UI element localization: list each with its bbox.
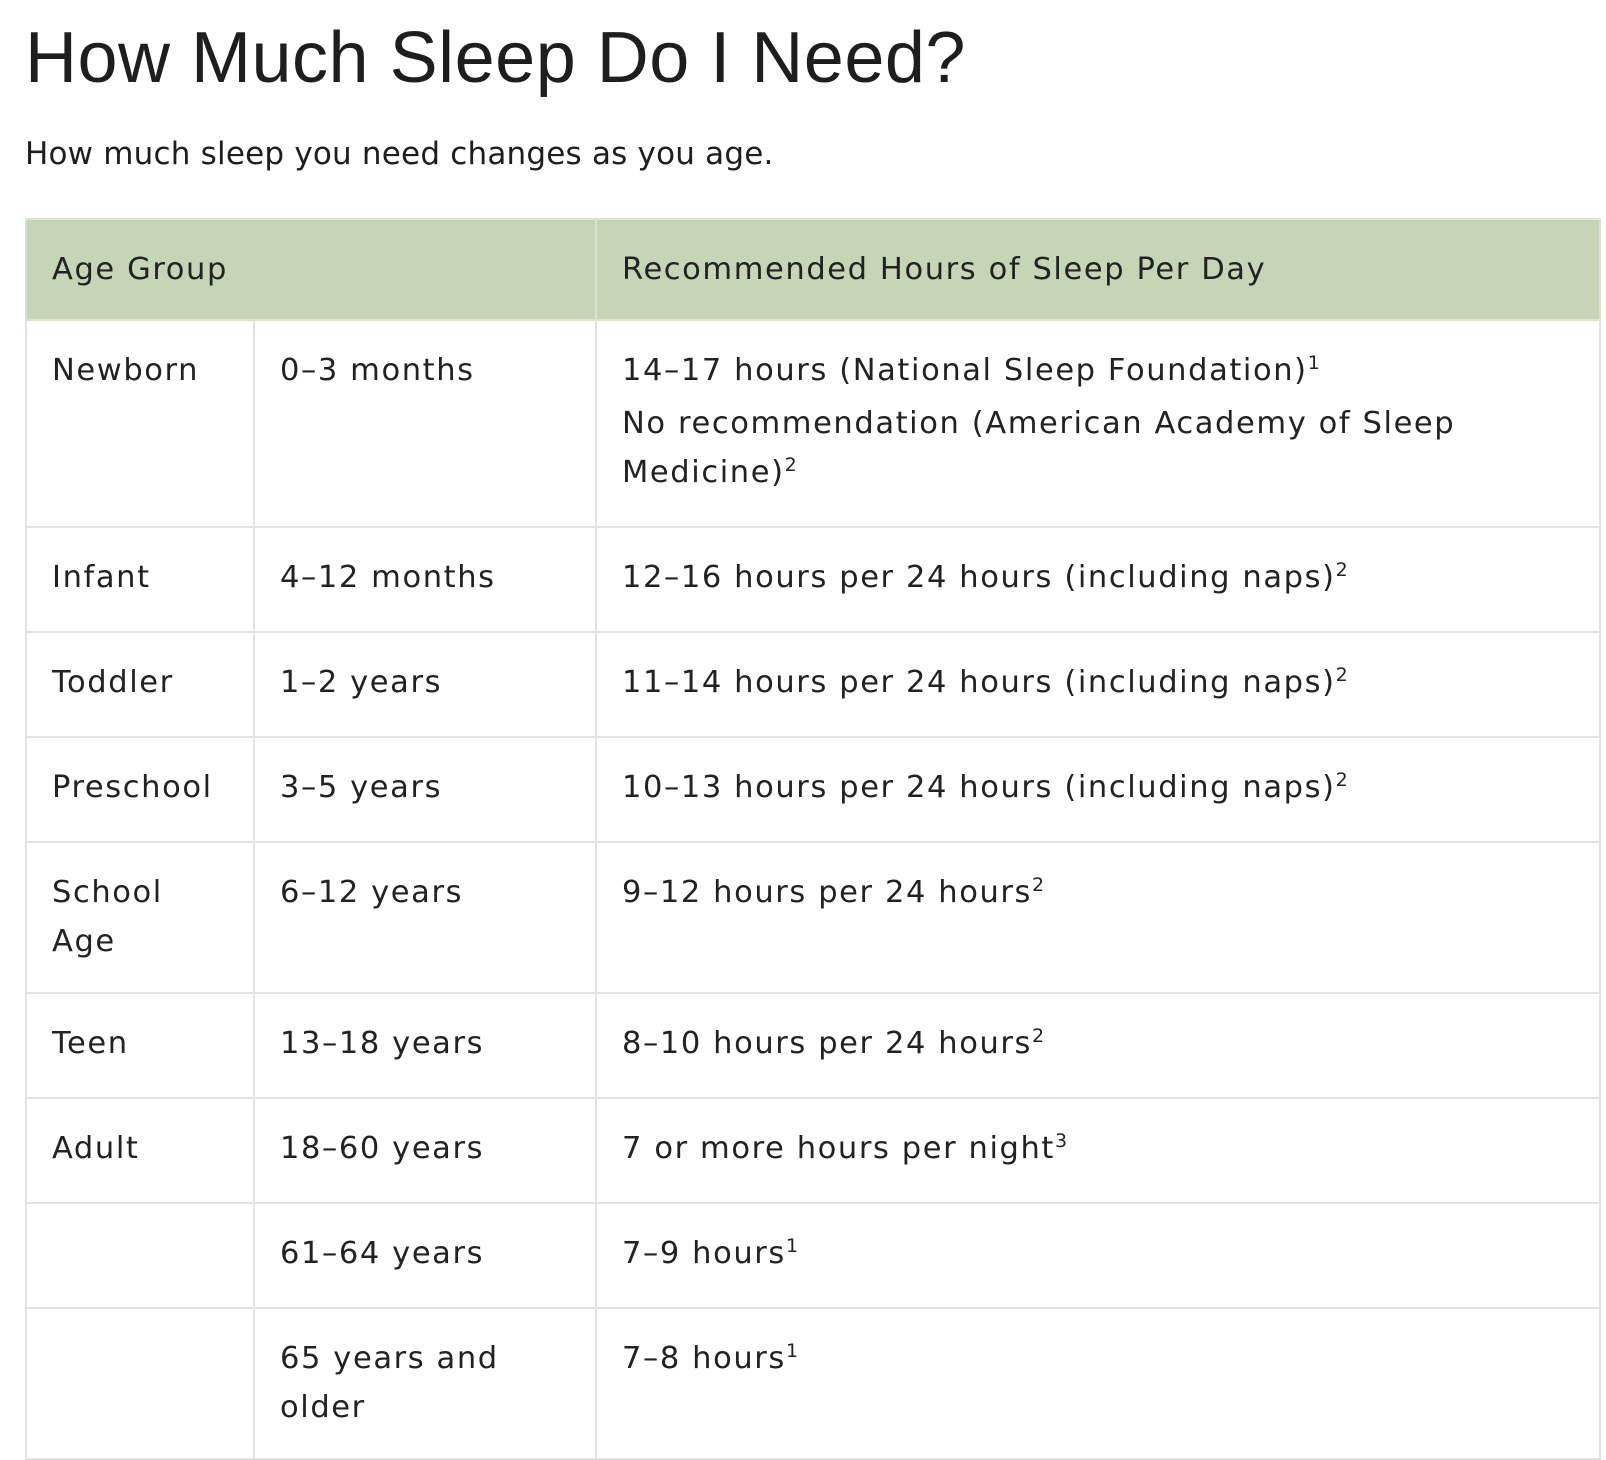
page-title: How Much Sleep Do I Need? <box>25 18 966 98</box>
age-group-cell: Preschool <box>25 736 255 843</box>
recommended-hours-cell: 7–9 hours1 <box>595 1202 1602 1309</box>
recommended-hours-cell: 12–16 hours per 24 hours (including naps… <box>595 526 1602 633</box>
recommended-hours-cell: 14–17 hours (National Sleep Foundation)1… <box>595 319 1602 528</box>
recommended-hours-cell: 11–14 hours per 24 hours (including naps… <box>595 631 1602 738</box>
table-row: Teen 13–18 years 8–10 hours per 24 hours… <box>25 992 1602 1099</box>
age-range-cell: 4–12 months <box>252 526 598 633</box>
footnote-ref: 2 <box>1335 664 1348 686</box>
footnote-ref: 1 <box>785 1340 799 1362</box>
footnote-ref: 2 <box>1032 1025 1045 1047</box>
age-group-cell: Teen <box>25 992 255 1099</box>
table-row: Newborn 0–3 months 14–17 hours (National… <box>25 319 1602 528</box>
recommendation-line: 14–17 hours (National Sleep Foundation)1 <box>622 346 1579 399</box>
age-group-cell: School Age <box>25 841 255 994</box>
age-group-cell: Infant <box>25 526 255 633</box>
age-group-cell <box>25 1307 255 1460</box>
recommended-hours-cell: 8–10 hours per 24 hours2 <box>595 992 1602 1099</box>
footnote-ref: 1 <box>1307 352 1320 374</box>
header-recommended-hours: Recommended Hours of Sleep Per Day <box>595 218 1602 321</box>
recommendation-text: 7–9 hours <box>622 1236 786 1271</box>
table-row: Adult 18–60 years 7 or more hours per ni… <box>25 1097 1602 1204</box>
recommendation-text: 9–12 hours per 24 hours <box>622 875 1033 910</box>
recommendation-text: 8–10 hours per 24 hours <box>622 1026 1033 1061</box>
recommendation-text: 11–14 hours per 24 hours (including naps… <box>622 665 1336 700</box>
recommended-hours-cell: 9–12 hours per 24 hours2 <box>595 841 1602 994</box>
age-range-cell: 1–2 years <box>252 631 598 738</box>
recommendation-text: 12–16 hours per 24 hours (including naps… <box>622 560 1336 595</box>
age-range-cell: 3–5 years <box>252 736 598 843</box>
age-range-cell: 6–12 years <box>252 841 598 994</box>
footnote-ref: 1 <box>785 1235 799 1257</box>
age-range-cell: 0–3 months <box>252 319 598 528</box>
recommendation-text: 7 or more hours per night <box>622 1131 1055 1166</box>
table-row: School Age 6–12 years 9–12 hours per 24 … <box>25 841 1602 994</box>
recommendation-text: No recommendation (American Academy of S… <box>622 406 1456 490</box>
age-range-cell: 18–60 years <box>252 1097 598 1204</box>
recommended-hours-cell: 10–13 hours per 24 hours (including naps… <box>595 736 1602 843</box>
age-group-cell: Toddler <box>25 631 255 738</box>
age-group-cell <box>25 1202 255 1309</box>
recommendation-text: 14–17 hours (National Sleep Foundation) <box>622 353 1308 388</box>
age-group-cell: Adult <box>25 1097 255 1204</box>
table-row: Preschool 3–5 years 10–13 hours per 24 h… <box>25 736 1602 843</box>
header-age-group: Age Group <box>24 218 598 321</box>
sleep-table: Age Group Recommended Hours of Sleep Per… <box>24 218 1602 1460</box>
table-row: Infant 4–12 months 12–16 hours per 24 ho… <box>25 526 1602 633</box>
table-header-row: Age Group Recommended Hours of Sleep Per… <box>24 218 1602 321</box>
age-range-cell: 65 years and older <box>252 1307 598 1460</box>
table-row: 61–64 years 7–9 hours1 <box>25 1202 1602 1309</box>
recommendation-text: 7–8 hours <box>622 1341 786 1376</box>
recommendation-text: 10–13 hours per 24 hours (including naps… <box>622 770 1336 805</box>
age-range-cell: 13–18 years <box>252 992 598 1099</box>
table-row: Toddler 1–2 years 11–14 hours per 24 hou… <box>25 631 1602 738</box>
footnote-ref: 2 <box>784 454 797 476</box>
age-group-cell: Newborn <box>25 319 255 528</box>
age-range-cell: 61–64 years <box>252 1202 598 1309</box>
recommendation-line: No recommendation (American Academy of S… <box>622 399 1579 501</box>
page-subtitle: How much sleep you need changes as you a… <box>25 136 774 172</box>
recommended-hours-cell: 7–8 hours1 <box>595 1307 1602 1460</box>
footnote-ref: 3 <box>1054 1130 1068 1152</box>
table-row: 65 years and older 7–8 hours1 <box>25 1307 1602 1460</box>
footnote-ref: 2 <box>1335 769 1348 791</box>
recommended-hours-cell: 7 or more hours per night3 <box>595 1097 1602 1204</box>
footnote-ref: 2 <box>1335 559 1348 581</box>
page: How Much Sleep Do I Need? How much sleep… <box>24 14 1602 1460</box>
footnote-ref: 2 <box>1032 874 1045 896</box>
